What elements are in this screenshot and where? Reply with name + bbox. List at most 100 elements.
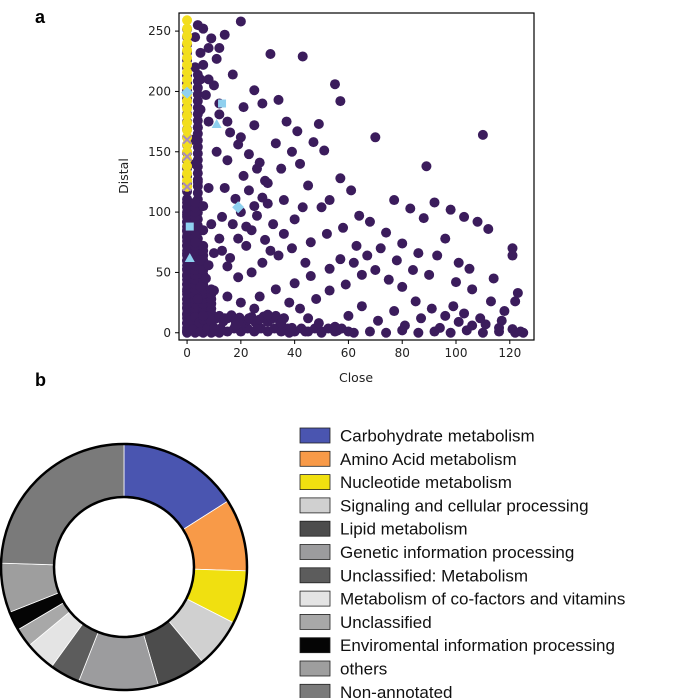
- x-axis-title: Close: [339, 370, 373, 385]
- scatter-point: [182, 132, 193, 143]
- legend-swatch: [299, 520, 331, 537]
- scatter-point: [195, 74, 206, 85]
- scatter-point: [335, 173, 346, 184]
- x-tick-label: 100: [445, 346, 468, 360]
- scatter-point: [260, 234, 271, 245]
- x-tick-label: 80: [395, 346, 410, 360]
- panel-label-b: b: [35, 370, 46, 390]
- scatter-point: [182, 96, 193, 107]
- scatter-point: [198, 310, 209, 321]
- x-tick-label: 60: [341, 346, 356, 360]
- scatter-point: [230, 193, 241, 204]
- scatter-point: [195, 104, 206, 115]
- legend-swatch: [299, 544, 331, 560]
- scatter-point: [477, 327, 488, 338]
- scatter-point: [192, 20, 203, 31]
- scatter-point: [190, 158, 201, 169]
- scatter-point: [295, 158, 306, 169]
- legend-swatch: [299, 590, 331, 607]
- scatter-point: [297, 202, 308, 213]
- scatter-point: [316, 327, 327, 338]
- scatter-point: [313, 119, 324, 130]
- scatter-point: [340, 279, 351, 290]
- scatter-point: [499, 306, 510, 317]
- y-tick-label: 150: [148, 145, 171, 159]
- scatter-point: [208, 322, 219, 333]
- scatter-point: [182, 134, 192, 145]
- scatter-point: [195, 47, 206, 58]
- scatter-point: [181, 86, 194, 99]
- scatter-point: [445, 204, 456, 215]
- scatter-point: [251, 163, 262, 174]
- scatter-point: [273, 250, 284, 261]
- legend-label: Unclassified: [340, 613, 432, 632]
- scatter-point: [459, 308, 470, 319]
- scatter-point: [399, 320, 410, 331]
- scatter-point: [464, 263, 475, 274]
- scatter-point: [510, 296, 521, 307]
- scatter-point: [203, 74, 214, 85]
- y-axis-title: Distal: [116, 158, 131, 194]
- scatter-point: [413, 327, 424, 338]
- scatter-point: [488, 273, 499, 284]
- scatter-point: [192, 293, 203, 304]
- scatter-point: [203, 116, 214, 127]
- scatter-point: [249, 120, 260, 131]
- scatter-point: [383, 274, 394, 285]
- scatter-point: [262, 178, 273, 189]
- scatter-point: [416, 313, 427, 324]
- scatter-point: [324, 263, 335, 274]
- scatter-point: [192, 122, 203, 133]
- scatter-point: [214, 109, 225, 120]
- scatter-point: [222, 291, 233, 302]
- scatter-point: [461, 325, 472, 336]
- scatter-point: [182, 74, 193, 85]
- scatter-point: [257, 192, 268, 203]
- legend-swatch: [299, 567, 331, 584]
- scatter-point: [303, 180, 314, 191]
- scatter-point: [432, 250, 443, 261]
- scatter-point: [507, 243, 518, 254]
- scatter-point: [286, 243, 297, 254]
- scatter-point: [257, 257, 268, 268]
- x-tick-label: 120: [498, 346, 521, 360]
- scatter-point: [246, 267, 257, 278]
- scatter-point: [475, 313, 486, 324]
- scatter-point: [235, 16, 246, 27]
- scatter-point: [472, 216, 483, 227]
- scatter-point: [238, 102, 249, 113]
- y-axis: 0 50 100 150 200 250: [148, 24, 179, 340]
- scatter-point: [276, 163, 287, 174]
- scatter-point: [375, 243, 386, 254]
- scatter-point: [218, 99, 227, 108]
- scatter-point: [257, 98, 268, 109]
- scatter-point: [373, 315, 384, 326]
- scatter-point: [300, 326, 311, 337]
- scatter-point: [249, 303, 260, 314]
- scatter-point: [467, 284, 478, 295]
- scatter-point: [335, 254, 346, 265]
- scatter-point: [182, 23, 193, 34]
- scatter-point: [230, 320, 241, 331]
- scatter-point: [270, 138, 281, 149]
- scatter-point: [203, 42, 214, 53]
- scatter-point: [364, 216, 375, 227]
- scatter-point: [190, 237, 201, 248]
- scatter-point: [198, 59, 209, 70]
- scatter-point: [510, 327, 521, 338]
- scatter-point: [300, 257, 311, 268]
- scatter-plot-area: [181, 15, 529, 338]
- scatter-point: [351, 240, 362, 251]
- scatter-point: [182, 38, 193, 49]
- legend-swatch: [299, 450, 331, 467]
- scatter-point: [335, 96, 346, 107]
- x-tick-label: 0: [183, 346, 191, 360]
- scatter-point: [254, 291, 265, 302]
- scatter-point: [190, 197, 201, 208]
- scatter-point: [364, 326, 375, 337]
- scatter-point: [238, 170, 249, 181]
- scatter-point: [329, 79, 340, 90]
- scatter-point: [206, 219, 217, 230]
- scatter-point: [370, 132, 381, 143]
- legend-label: Signaling and cellular processing: [340, 496, 589, 515]
